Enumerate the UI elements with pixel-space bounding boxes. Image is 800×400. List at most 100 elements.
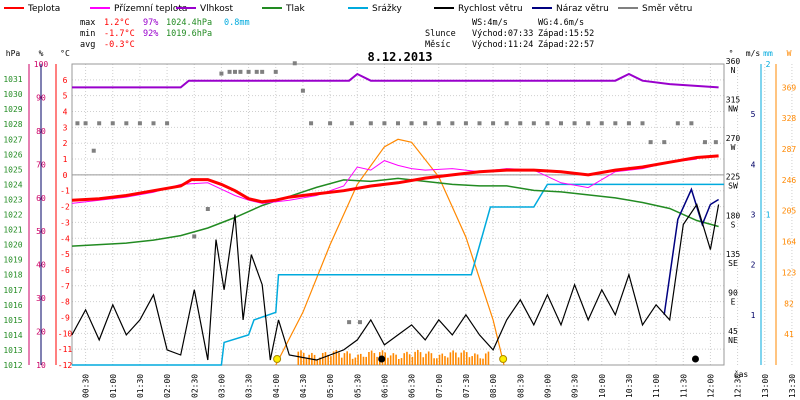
- temp-axis-tick: 6: [63, 76, 68, 85]
- radiation-bar: [392, 353, 395, 365]
- direction-mark: [349, 121, 354, 126]
- temp-axis-tick: -2: [60, 203, 70, 212]
- plot-frame: [71, 63, 725, 366]
- ms-axis-tick: 5: [751, 110, 756, 119]
- time-axis-tick: 01:30: [136, 374, 145, 398]
- w-axis-tick: 123: [782, 268, 797, 277]
- dir-axis-tick: 180: [726, 211, 741, 220]
- moon-marker: [691, 355, 699, 363]
- radiation-bar: [370, 350, 373, 365]
- radiation-bar: [457, 357, 460, 365]
- dir-axis-tick-label: NW: [728, 105, 738, 114]
- hpa-axis-tick: 1025: [3, 165, 22, 174]
- ms-axis-unit: m/s: [746, 49, 761, 58]
- radiation-bar: [362, 356, 365, 365]
- direction-mark: [504, 121, 509, 126]
- direction-mark: [640, 121, 645, 126]
- radiation-bar: [327, 354, 329, 365]
- radiation-bar: [403, 353, 406, 365]
- radiation-bar: [302, 352, 305, 365]
- time-axis-tick: 03:30: [245, 374, 254, 398]
- stat-max-temp: 1.2°C: [104, 18, 130, 28]
- radiation-bar: [455, 352, 457, 365]
- temp-axis-tick: -1: [60, 187, 70, 196]
- w-axis-tick: 164: [782, 238, 797, 247]
- time-axis-tick: 04:00: [272, 374, 281, 398]
- hpa-axis-tick: 1021: [3, 226, 22, 235]
- direction-mark: [83, 121, 88, 126]
- direction-mark: [702, 140, 707, 145]
- hpa-axis-tick: 1012: [3, 361, 22, 370]
- direction-mark: [347, 320, 352, 325]
- dir-axis-tick: 90: [728, 288, 738, 297]
- ms-axis-tick: 2: [751, 261, 756, 270]
- time-axis-tick: 11:00: [652, 374, 661, 398]
- temp-axis-tick: -4: [60, 234, 70, 243]
- radiation-bar: [474, 353, 476, 365]
- radiation-bar: [425, 353, 427, 365]
- radiation-bar: [332, 351, 335, 365]
- time-axis-unit: čas: [734, 369, 749, 379]
- hpa-axis-tick: 1014: [3, 331, 22, 340]
- dir-axis-tick-label: W: [731, 143, 736, 152]
- stat-max-label: max: [80, 18, 95, 28]
- radiation-bar: [484, 353, 487, 365]
- stat-avg-temp: -0.3°C: [104, 40, 135, 50]
- direction-mark: [368, 121, 373, 126]
- pct-axis-tick: 10: [36, 361, 46, 370]
- radiation-bar: [376, 356, 378, 365]
- direction-mark: [97, 121, 102, 126]
- radiation-bar: [411, 356, 414, 365]
- time-axis-tick: 08:30: [516, 374, 525, 398]
- radiation-bar: [340, 357, 343, 365]
- stat-max-hum: 97%: [143, 18, 158, 28]
- w-axis-unit: W: [787, 49, 792, 58]
- direction-mark: [273, 69, 278, 74]
- stat-max-press: 1024.4hPa: [166, 18, 212, 28]
- radiation-bar: [346, 351, 348, 365]
- time-axis-tick: 12:00: [706, 374, 715, 398]
- mm-axis-tick: 1: [766, 211, 771, 220]
- hpa-axis-tick: 1020: [3, 241, 22, 250]
- radiation-bar: [465, 352, 468, 365]
- hpa-axis-tick: 1030: [3, 90, 22, 99]
- w-axis-tick: 369: [782, 83, 797, 92]
- stat-sun-label: Slunce: [425, 29, 456, 39]
- time-axis-tick: 06:00: [380, 374, 389, 398]
- hpa-axis-tick: 1028: [3, 120, 22, 129]
- radiation-bar: [351, 358, 354, 365]
- humidity-line: [72, 72, 719, 89]
- legend-label-direction: Směr větru: [642, 4, 692, 14]
- radiation-bar: [438, 354, 441, 365]
- legend-label-temp: Teplota: [27, 4, 60, 14]
- stat-sunset: Západ:15:52: [538, 29, 594, 39]
- direction-mark: [613, 121, 618, 126]
- direction-mark: [396, 121, 400, 126]
- legend-label-humidity: Vlhkost: [200, 4, 233, 14]
- dir-axis-tick-label: N: [731, 66, 736, 75]
- radiation-bar: [387, 357, 389, 365]
- radiation-bar: [305, 358, 308, 365]
- radiation-bar: [349, 353, 351, 365]
- direction-mark: [572, 121, 577, 126]
- temp-axis-tick: 3: [63, 123, 68, 132]
- temp-axis-tick: 4: [63, 108, 68, 117]
- direction-mark: [689, 121, 694, 126]
- radiation-bar: [422, 357, 425, 365]
- stat-min-press: 1019.6hPa: [166, 29, 212, 39]
- radiation-bar: [384, 352, 387, 365]
- temp-axis-tick: -8: [60, 298, 70, 307]
- w-axis-tick: 246: [782, 176, 797, 185]
- direction-mark: [238, 69, 243, 74]
- legend: Teplota Přízemní teplota Vlhkost Tlak Srážky…: [4, 4, 692, 14]
- direction-mark: [260, 69, 265, 74]
- radiation-bar: [316, 359, 319, 365]
- time-axis-tick: 13:00: [761, 374, 770, 398]
- radiation-bar: [330, 356, 332, 365]
- direction-mark: [300, 88, 305, 93]
- direction-mark: [477, 121, 482, 126]
- direction-mark: [137, 121, 142, 126]
- time-axis-tick: 07:30: [462, 374, 471, 398]
- direction-mark: [382, 121, 387, 126]
- radiation-bar: [408, 354, 411, 365]
